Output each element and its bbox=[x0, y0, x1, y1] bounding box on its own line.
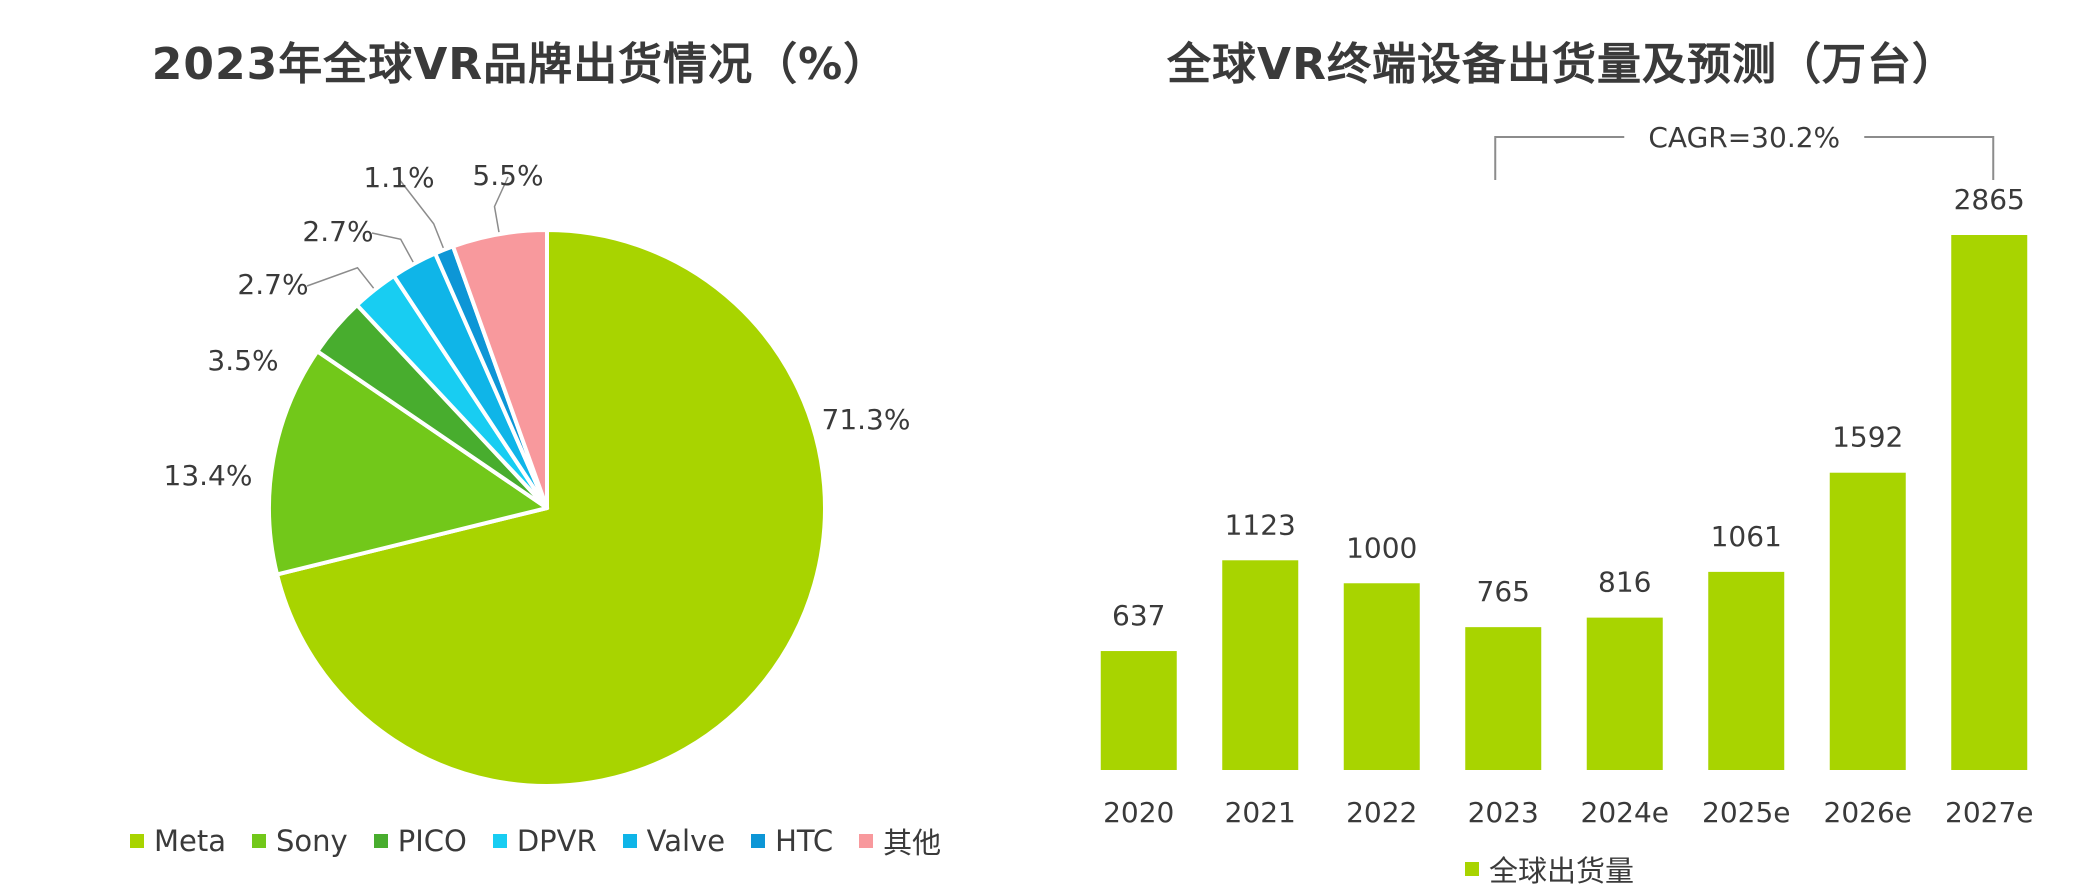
pie-slice-meta bbox=[275, 228, 827, 788]
pie-leader-line-htc bbox=[398, 178, 445, 249]
pie-label-pico: 3.5% bbox=[207, 344, 278, 377]
legend-swatch-icon bbox=[1465, 862, 1479, 876]
legend-swatch-icon bbox=[130, 834, 144, 848]
pie-chart: 71.3% 13.4% 3.5% 2.7% 2.7% 1.1% 5.5% bbox=[164, 159, 911, 788]
legend-item-valve: Valve bbox=[622, 824, 726, 858]
legend-label: 其他 bbox=[883, 826, 942, 860]
legend-label: Meta bbox=[154, 824, 227, 858]
legend-swatch-icon bbox=[252, 834, 267, 848]
bar-legend: 全球出货量 bbox=[1465, 848, 1660, 890]
legend-label: DPVR bbox=[516, 824, 597, 858]
legend-item-dpvr: DPVR bbox=[492, 824, 597, 858]
legend-item-sony: Sony bbox=[252, 824, 348, 858]
pie-slice-其他 bbox=[451, 228, 549, 510]
pie-chart-title: 2023年全球VR品牌出货情况（%） bbox=[151, 39, 889, 90]
legend-item-pico: PICO bbox=[373, 824, 467, 858]
pie-label-valve: 2.7% bbox=[302, 215, 373, 248]
legend-swatch-icon bbox=[622, 834, 637, 848]
legend-swatch-icon bbox=[492, 834, 507, 848]
pie-label-sony: 13.4% bbox=[164, 459, 253, 492]
legend-item-meta: Meta bbox=[130, 824, 226, 858]
legend-swatch-icon bbox=[373, 834, 388, 848]
legend-label: 全球出货量 bbox=[1489, 854, 1635, 888]
pie-leader-line-dpvr bbox=[306, 266, 375, 289]
legend-label: Sony bbox=[276, 824, 348, 858]
bar-chart-panel: 全球VR终端设备出货量及预测（万台） bbox=[1040, 0, 2084, 888]
pie-leader-line-其他 bbox=[493, 176, 509, 233]
pie-chart-panel: 2023年全球VR品牌出货情况（%） 71.3% 13.4% 3.5% 2.7% 2.7… bbox=[0, 0, 1040, 888]
legend-swatch-icon bbox=[751, 834, 766, 848]
pie-label-htc: 1.1% bbox=[363, 161, 434, 194]
pie-label-meta: 71.3% bbox=[822, 403, 911, 436]
legend-item-全球出货量: 全球出货量 bbox=[1465, 848, 1634, 890]
legend-label: HTC bbox=[775, 824, 834, 858]
bar-chart-title: 全球VR终端设备出货量及预测（万台） bbox=[1167, 39, 1957, 90]
pie-leader-line-valve bbox=[371, 232, 414, 263]
legend-item-其他: 其他 bbox=[859, 820, 941, 862]
pie-slice-sony bbox=[267, 349, 549, 577]
legend-item-htc: HTC bbox=[751, 824, 833, 858]
pie-label-dpvr: 2.7% bbox=[237, 268, 308, 301]
legend-label: PICO bbox=[397, 824, 467, 858]
legend-label: Valve bbox=[646, 824, 726, 858]
legend-swatch-icon bbox=[859, 834, 874, 848]
pie-label-其他: 5.5% bbox=[472, 159, 543, 192]
pie-legend: Meta Sony PICO DPVR Valve HTC 其他 bbox=[130, 820, 967, 862]
